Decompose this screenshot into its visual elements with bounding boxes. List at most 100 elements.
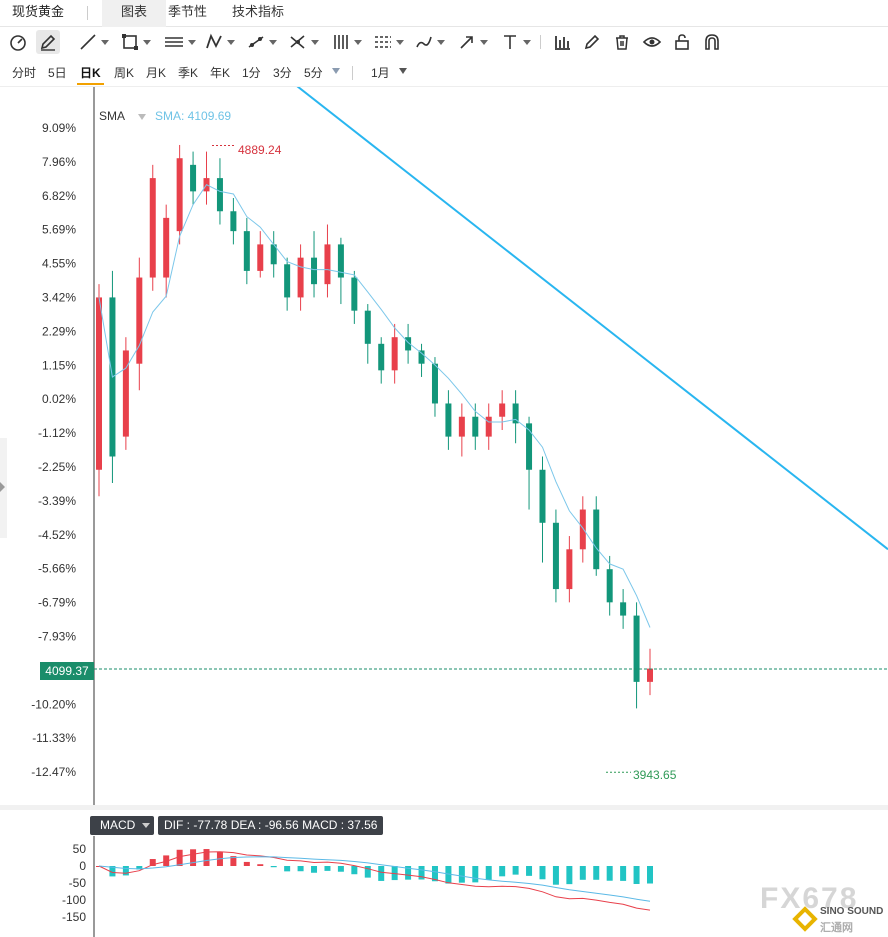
bars-icon[interactable] — [552, 30, 572, 54]
period-intraday[interactable]: 分时 — [12, 66, 37, 80]
macd-bar — [647, 866, 653, 884]
y-tick-label: -11.33% — [32, 731, 76, 745]
divider — [540, 35, 541, 49]
sma-indicator-label[interactable]: SMA — [99, 109, 126, 123]
divider — [87, 6, 88, 20]
candle-body — [566, 549, 573, 590]
chevron-down-icon — [437, 39, 445, 45]
period-5day[interactable]: 5日 — [48, 66, 67, 80]
period-weekly[interactable]: 周K — [114, 66, 135, 80]
trendline[interactable] — [110, 87, 888, 551]
eye-icon[interactable] — [642, 30, 662, 54]
period-quarterly[interactable]: 季K — [178, 66, 199, 80]
candle-body — [552, 522, 559, 590]
period-yearly[interactable]: 年K — [210, 66, 231, 80]
pencil-icon[interactable] — [36, 30, 60, 54]
candle-body — [391, 337, 398, 371]
chevron-down-icon[interactable] — [399, 68, 407, 74]
y-tick-label: -7.93% — [38, 630, 76, 644]
parallel-lines-icon[interactable] — [163, 30, 196, 54]
macd-bar — [552, 866, 559, 885]
fork-icon[interactable] — [288, 30, 319, 54]
active-period-underline — [77, 83, 104, 85]
macd-bar — [458, 866, 465, 883]
candle-body — [431, 363, 438, 404]
magnet-icon[interactable] — [702, 30, 722, 54]
candle-body — [418, 350, 425, 364]
candle-body — [136, 277, 143, 364]
y-tick-label: -3.39% — [38, 494, 76, 508]
y-tick-label: 5.69% — [42, 223, 76, 237]
chevron-down-icon — [188, 39, 196, 45]
y-tick-label: 0.02% — [42, 392, 76, 406]
candle-body — [230, 211, 237, 232]
brush-icon[interactable] — [414, 30, 445, 54]
candle-body — [270, 244, 277, 265]
macd-bar — [499, 866, 506, 877]
candle-body — [324, 244, 331, 285]
macd-y-tick-label: 0 — [79, 859, 86, 873]
pattern-icon[interactable] — [204, 30, 235, 54]
period-daily[interactable]: 日K — [80, 66, 101, 80]
fibonacci-icon[interactable] — [331, 30, 362, 54]
y-tick-label: -5.66% — [38, 562, 76, 576]
ray-icon[interactable] — [246, 30, 277, 54]
macd-indicator-select[interactable]: MACD — [90, 816, 154, 835]
panel-divider — [0, 805, 888, 810]
y-tick-label: 1.15% — [42, 358, 76, 372]
chevron-right-icon — [0, 482, 5, 492]
edit-icon[interactable] — [582, 30, 602, 54]
period-1min[interactable]: 1分 — [242, 66, 261, 80]
y-tick-label: 7.96% — [42, 155, 76, 169]
candle-body — [284, 264, 291, 298]
gann-icon[interactable] — [373, 30, 404, 54]
period-1month-select[interactable]: 1月 — [371, 66, 390, 80]
candle-body — [96, 297, 102, 470]
lock-icon[interactable] — [672, 30, 692, 54]
macd-y-axis: 50 0 -50 -100 -150 — [62, 842, 86, 924]
candle-body — [257, 244, 264, 271]
macd-bar — [257, 864, 264, 866]
macd-y-tick-label: 50 — [73, 842, 87, 856]
line-tool-icon[interactable] — [78, 30, 109, 54]
macd-bar — [378, 866, 385, 881]
macd-bar — [149, 859, 156, 866]
macd-bar — [163, 855, 170, 866]
y-tick-label: -1.12% — [38, 426, 76, 440]
macd-chart[interactable]: 50 0 -50 -100 -150 — [0, 836, 888, 937]
candle-body — [579, 509, 586, 550]
period-5min[interactable]: 5分 — [304, 66, 323, 80]
gauge-icon[interactable] — [8, 30, 28, 54]
tab-technical-indicators[interactable]: 技术指标 — [232, 4, 285, 19]
rect-tool-icon[interactable] — [120, 30, 151, 54]
trash-icon[interactable] — [612, 30, 632, 54]
candle-body — [606, 569, 613, 603]
candle-body — [647, 668, 653, 682]
candle-body — [351, 277, 358, 311]
sma-indicator-value: SMA: 4109.69 — [155, 109, 232, 123]
macd-bar — [431, 866, 438, 882]
chevron-down-icon — [142, 823, 150, 828]
macd-bar — [324, 866, 331, 871]
watermark-brand: SINO SOUND — [820, 906, 884, 917]
tab-chart[interactable]: 图表 — [102, 0, 166, 28]
candle-body — [243, 231, 250, 271]
chevron-down-icon — [480, 39, 488, 45]
chevron-down-icon[interactable] — [332, 68, 340, 74]
period-3min[interactable]: 3分 — [273, 66, 292, 80]
top-tab-bar: 现货黄金 图表 季节性 技术指标 — [0, 0, 888, 28]
y-axis: 9.09% 7.96% 6.82% 5.69% 4.55% 3.42% 2.29% 1.15%… — [31, 121, 76, 779]
candlestick-chart[interactable]: 9.09% 7.96% 6.82% 5.69% 4.55% 3.42% 2.29% 1.15%… — [0, 87, 888, 805]
tab-seasonality[interactable]: 季节性 — [168, 4, 208, 19]
chevron-down-icon[interactable] — [138, 114, 146, 120]
macd-bar — [566, 866, 573, 885]
macd-bar — [176, 849, 183, 866]
watermark: FX678 SINO SOUND 汇通网 — [752, 880, 886, 936]
candle-body — [633, 615, 640, 682]
y-tick-label: -2.25% — [38, 460, 76, 474]
text-icon[interactable] — [500, 30, 531, 54]
macd-bar — [445, 866, 452, 884]
drawing-toolbar — [0, 27, 888, 57]
arrow-icon[interactable] — [457, 30, 488, 54]
period-monthly[interactable]: 月K — [146, 66, 167, 80]
